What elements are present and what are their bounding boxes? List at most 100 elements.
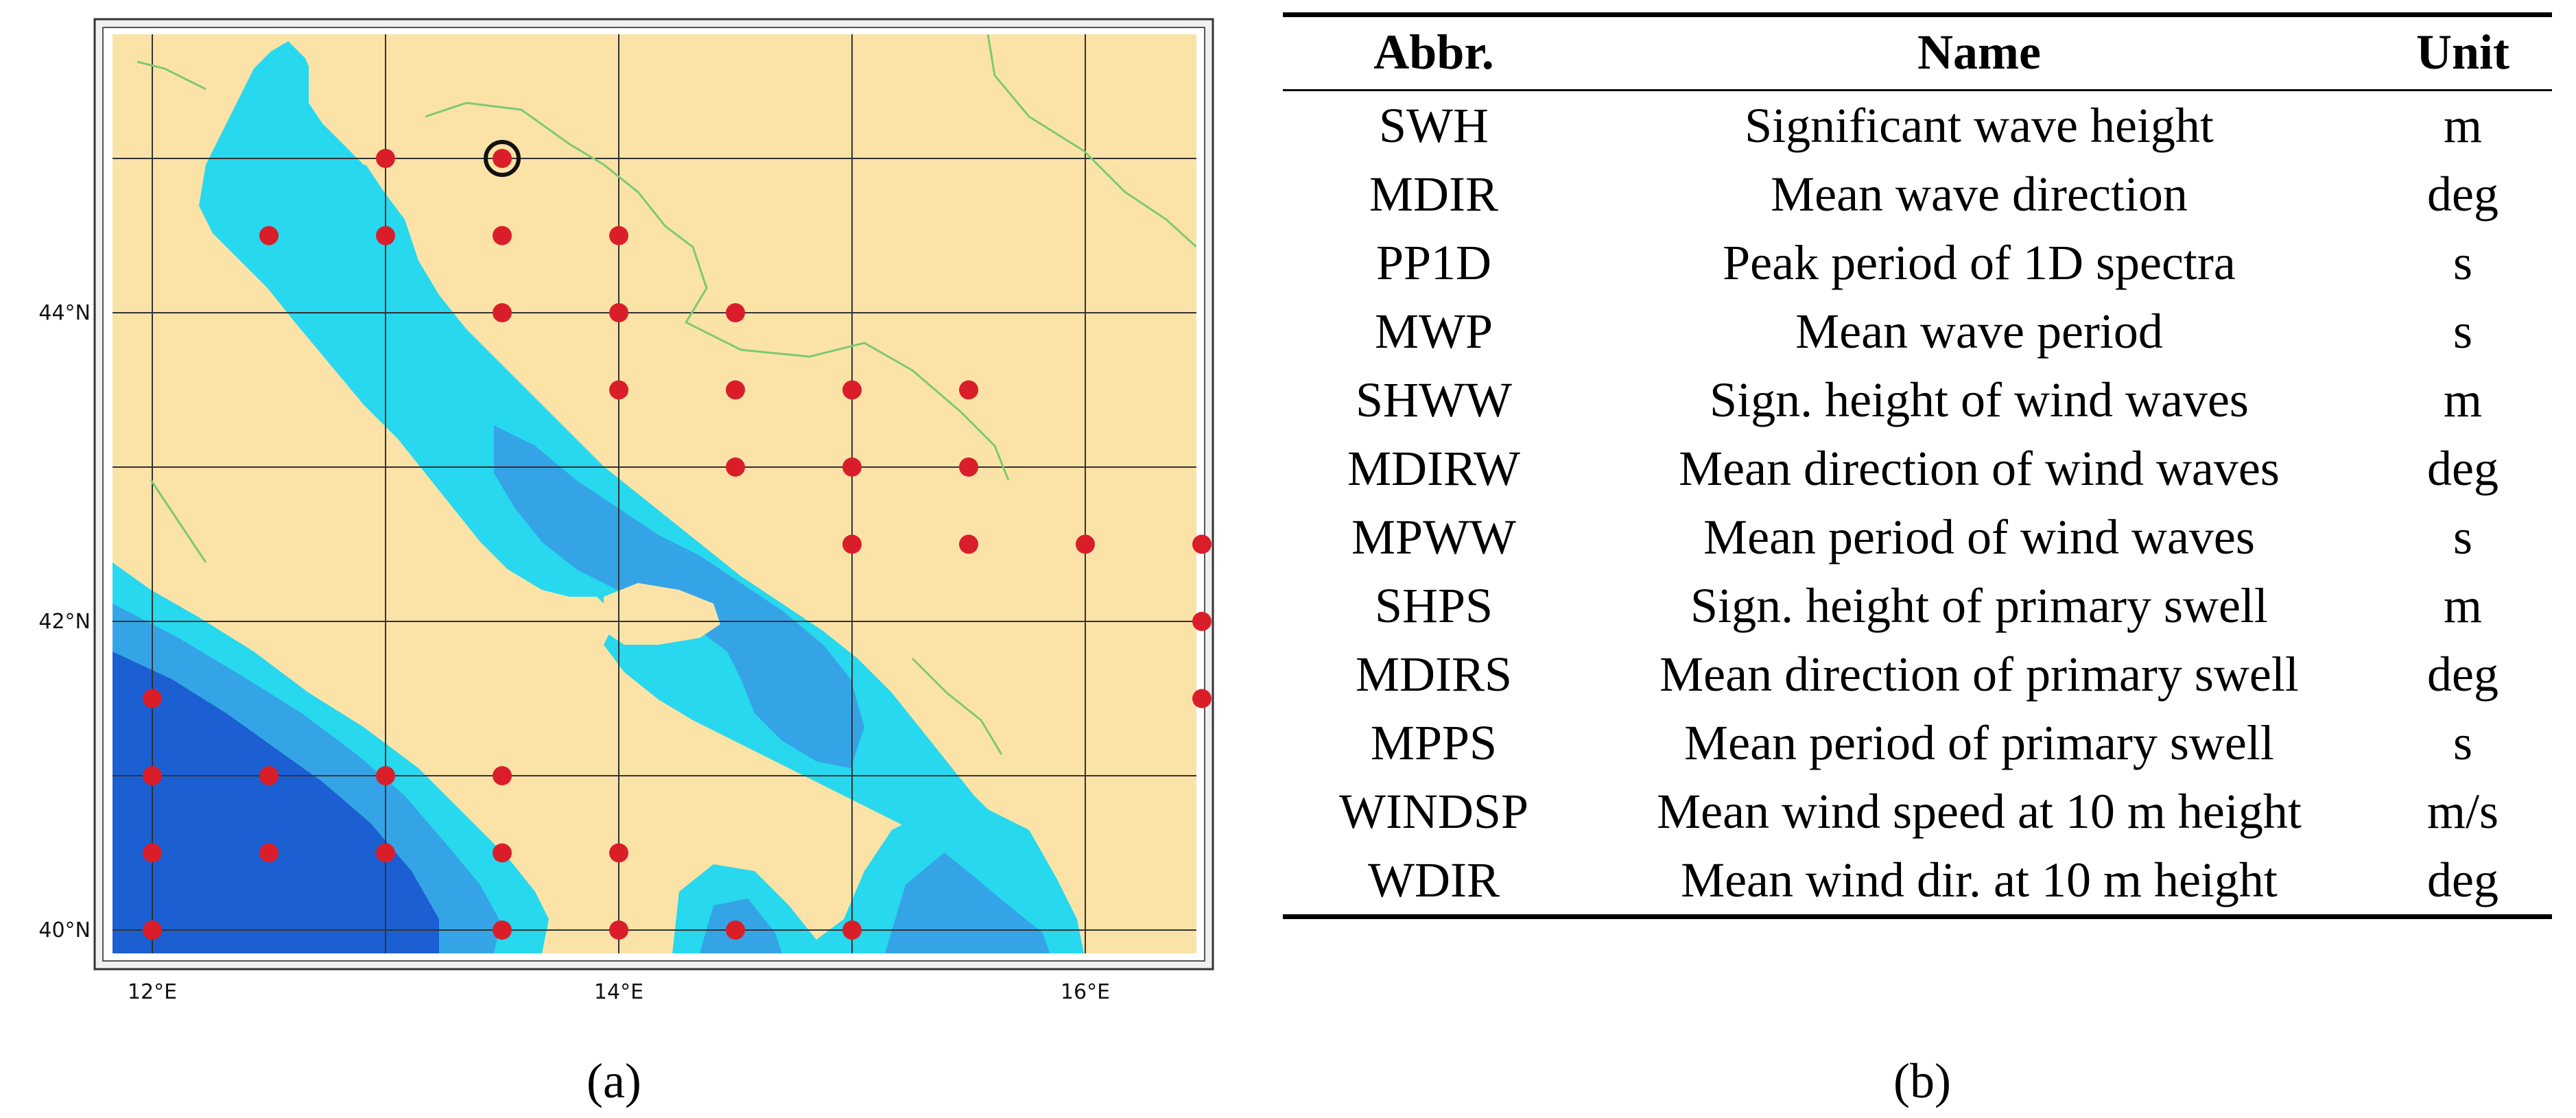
cell-unit: m	[2443, 578, 2482, 633]
cell-abbr: MPPS	[1370, 715, 1498, 770]
grid-point	[609, 303, 628, 322]
table-body: SWH Significant wave height m MDIR Mean wave…	[1283, 91, 2552, 919]
grid-point	[143, 920, 162, 940]
cell-abbr: MWP	[1374, 304, 1493, 359]
grid-point	[842, 920, 862, 940]
cell-unit: m	[2443, 98, 2482, 153]
highlighted-station-marker	[484, 140, 521, 177]
grid-point	[609, 920, 628, 940]
grid-point	[1076, 534, 1095, 554]
grid-point	[493, 920, 512, 940]
grid-point	[842, 380, 862, 400]
cell-name: Mean wind speed at 10 m height	[1657, 784, 2302, 839]
grid-point	[726, 457, 745, 477]
table-row: WDIR Mean wind dir. at 10 m height deg	[1283, 846, 2552, 919]
table-row: PP1D Peak period of 1D spectra s	[1283, 228, 2552, 297]
cell-abbr: SHWW	[1356, 372, 1512, 427]
cell-name: Sign. height of wind waves	[1710, 372, 2249, 427]
cell-unit: s	[2453, 235, 2473, 290]
grid-points-layer	[143, 149, 1212, 940]
longitude-tick-label: 12°E	[128, 980, 177, 1004]
tyrrhenian-deep	[113, 652, 439, 953]
cell-unit: deg	[2427, 167, 2498, 222]
latitude-tick-label: 44°N	[38, 301, 91, 325]
header-name: Name	[1585, 12, 2374, 91]
grid-point	[1192, 534, 1212, 554]
grid-point	[143, 766, 162, 785]
grid-point	[493, 303, 512, 322]
cell-name: Mean period of wind waves	[1703, 510, 2255, 564]
grid-point	[609, 843, 628, 863]
istria-peninsula	[309, 41, 425, 171]
table-row: SHWW Sign. height of wind waves m	[1283, 366, 2552, 434]
grid-point	[259, 226, 279, 246]
grid-point	[842, 457, 862, 477]
country-borders	[137, 34, 1196, 755]
grid-point	[493, 843, 512, 863]
table-row: SWH Significant wave height m	[1283, 91, 2552, 160]
cell-abbr: MDIRS	[1355, 647, 1513, 702]
grid-point	[259, 766, 279, 785]
cell-name: Mean wave period	[1795, 304, 2163, 359]
grid-point	[1192, 689, 1212, 709]
cell-unit: s	[2453, 715, 2473, 770]
grid-point	[376, 149, 395, 168]
table-row: WINDSP Mean wind speed at 10 m height m/s	[1283, 777, 2552, 846]
ionian-mid-depth	[700, 851, 1050, 953]
header-abbr: Abbr.	[1283, 12, 1585, 91]
grid-point	[376, 226, 395, 246]
gargano-peninsula	[604, 583, 720, 645]
cell-name: Mean direction of primary swell	[1659, 647, 2299, 702]
panel-label-b: (b)	[1893, 1054, 1951, 1108]
cell-unit: s	[2453, 510, 2473, 564]
grid-point	[959, 457, 978, 477]
grid-point	[143, 843, 162, 863]
table-row: MDIR Mean wave direction deg	[1283, 160, 2552, 228]
cell-abbr: MPWW	[1351, 510, 1516, 564]
cell-abbr: WINDSP	[1338, 784, 1528, 839]
variables-table: Abbr. Name Unit SWH Significant wave heig…	[1283, 12, 2552, 919]
cell-abbr: MDIRW	[1347, 441, 1520, 496]
longitude-labels: 12°E14°E16°E18°E20°E	[128, 980, 1110, 1004]
longitude-tick-label: 16°E	[1061, 980, 1110, 1004]
map-panel: 44°N42°N40°N 12°E14°E16°E18°E20°E (a)	[0, 0, 1255, 1118]
cell-unit: m	[2443, 372, 2482, 427]
cell-unit: deg	[2427, 441, 2498, 496]
adriatic-map: 44°N42°N40°N 12°E14°E16°E18°E20°E	[38, 18, 1214, 1004]
cell-unit: m/s	[2426, 784, 2499, 839]
grid-point	[842, 534, 862, 554]
cell-name: Significant wave height	[1745, 98, 2214, 153]
grid-point	[609, 226, 628, 246]
header-unit: Unit	[2374, 12, 2552, 91]
latitude-labels: 44°N 42°N 40°N	[38, 301, 91, 942]
grid-point	[259, 843, 279, 863]
table-row: SHPS Sign. height of primary swell m	[1283, 571, 2552, 640]
cell-abbr: PP1D	[1375, 235, 1492, 290]
cell-abbr: SWH	[1379, 98, 1489, 153]
longitude-tick-label: 14°E	[594, 980, 643, 1004]
table-row: MPPS Mean period of primary swell s	[1283, 709, 2552, 777]
cell-unit: deg	[2427, 647, 2498, 702]
grid-point	[726, 920, 745, 940]
grid-point	[493, 226, 512, 246]
variables-table-panel: Abbr. Name Unit SWH Significant wave heig…	[1283, 12, 2552, 919]
grid-point	[493, 149, 512, 168]
table-row: MPWW Mean period of wind waves s	[1283, 503, 2552, 571]
table-header-row: Abbr. Name Unit	[1283, 12, 2552, 91]
table-row: MDIRS Mean direction of primary swell deg	[1283, 640, 2552, 709]
cell-abbr: WDIR	[1283, 846, 1585, 919]
grid-point	[143, 689, 162, 709]
latitude-tick-label: 42°N	[38, 610, 91, 634]
grid-point	[376, 843, 395, 863]
cell-abbr: MDIR	[1369, 167, 1498, 222]
cell-name: Mean wave direction	[1771, 167, 2188, 222]
grid-point	[376, 766, 395, 785]
cell-name: Mean direction of wind waves	[1679, 441, 2280, 496]
map-gridlines	[113, 34, 1196, 953]
cell-name: Mean period of primary swell	[1684, 715, 2274, 770]
grid-point	[959, 380, 978, 400]
grid-point	[726, 380, 745, 400]
panel-label-a: (a)	[587, 1054, 641, 1108]
latitude-tick-label: 40°N	[38, 918, 91, 942]
grid-point	[959, 534, 978, 554]
